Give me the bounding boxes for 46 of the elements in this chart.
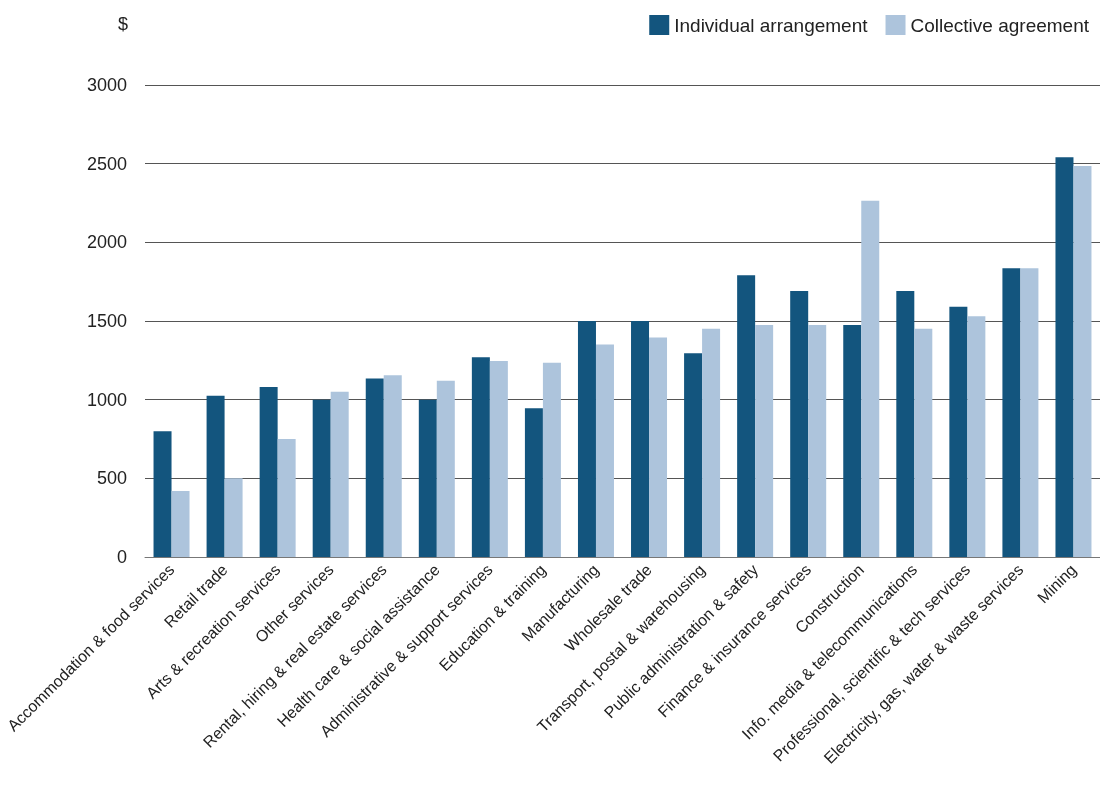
bar [383, 375, 402, 557]
bar [649, 337, 668, 557]
bar [436, 380, 455, 557]
bar [471, 357, 490, 557]
bar [259, 387, 278, 557]
legend-label: Collective agreement [910, 14, 1090, 36]
bar [577, 321, 596, 557]
y-tick-label: 0 [116, 547, 127, 567]
y-tick-label: 2500 [86, 153, 127, 174]
bar [702, 328, 721, 557]
bar [684, 353, 703, 557]
bar [224, 478, 243, 557]
bar [365, 378, 384, 557]
y-tick-label: 1500 [86, 311, 127, 331]
bar [967, 316, 986, 557]
bar [896, 291, 915, 557]
y-tick-label: 2000 [86, 232, 127, 253]
bar [1002, 268, 1021, 557]
bar [277, 439, 296, 557]
y-tick-label: 1000 [86, 389, 127, 410]
bar [843, 324, 862, 557]
bar [1073, 166, 1092, 557]
bar [808, 324, 827, 557]
bar [153, 431, 172, 557]
legend-label: Individual arrangement [674, 14, 869, 36]
y-tick-label: 3000 [86, 75, 127, 95]
bar [489, 361, 508, 557]
bar [595, 344, 614, 557]
bar [790, 291, 809, 557]
bar [312, 399, 331, 557]
bar [755, 324, 774, 557]
y-axis-title: $ [117, 14, 128, 34]
bar [330, 391, 349, 557]
bar [206, 395, 225, 557]
bar [1055, 157, 1074, 557]
bar [418, 399, 437, 557]
bar [171, 490, 190, 557]
bar [542, 362, 561, 557]
bar [631, 321, 650, 557]
bar [737, 275, 756, 557]
bar [861, 200, 880, 557]
bar [524, 408, 543, 557]
y-tick-label: 500 [96, 468, 127, 489]
bar [1020, 268, 1039, 557]
bar [949, 306, 968, 557]
bar [914, 328, 933, 557]
